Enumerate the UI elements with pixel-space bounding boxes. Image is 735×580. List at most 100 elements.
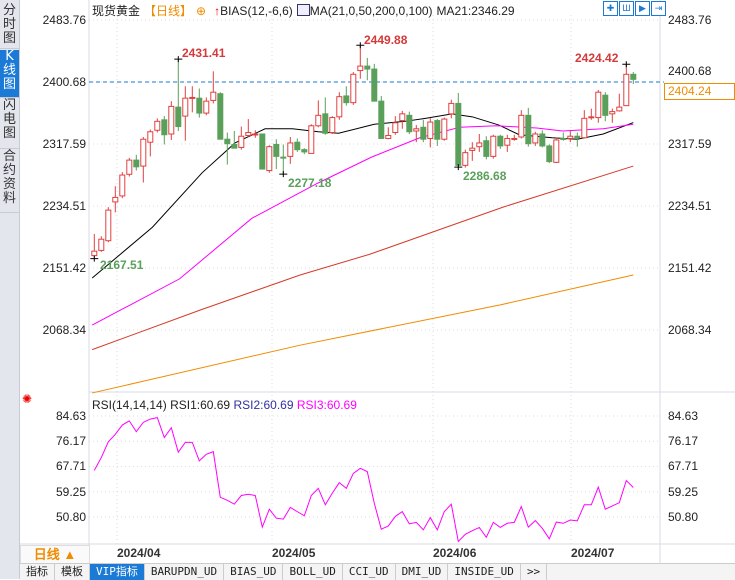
candle-body [267, 147, 272, 171]
tab-cci[interactable]: CCI_UD [343, 564, 396, 580]
rsi1-value: RSI1:60.69 [170, 398, 230, 412]
rsi-line [94, 418, 633, 542]
candle-body [281, 157, 286, 158]
left-axis-label: 2400.68 [20, 75, 86, 89]
rsi-right-axis-label: 50.80 [668, 510, 698, 524]
candle-body [274, 144, 279, 156]
candle-body [106, 210, 111, 241]
right-axis-label: 2483.76 [668, 13, 711, 27]
candle-body [253, 134, 258, 135]
candle-body [379, 101, 384, 138]
candle-body [631, 74, 636, 79]
indicator-tab-bar: 指标 模板 VIP指标 BARUPDN_UD BIAS_UD BOLL_UD C… [20, 563, 735, 580]
period-selector-button[interactable]: 日线 ▲ [20, 545, 90, 564]
rsi-left-axis-label: 67.71 [20, 459, 86, 473]
right-axis-label: 2317.59 [668, 137, 711, 151]
ma200-line [92, 166, 633, 350]
candle-body [561, 138, 566, 139]
instrument-name: 现货黄金 [92, 4, 140, 18]
candle-body [575, 136, 580, 137]
tab-inside[interactable]: INSIDE_UD [448, 564, 521, 580]
candle-body [225, 139, 230, 143]
candle-body [358, 66, 363, 70]
candle-body [218, 94, 223, 140]
right-axis-label: 2400.68 [668, 64, 711, 78]
candle-body [190, 97, 195, 98]
candle-body [603, 95, 608, 115]
rsi-right-axis-label: 84.63 [668, 409, 698, 423]
candle-body [519, 115, 524, 137]
candle-body [554, 140, 559, 162]
candle-body [323, 114, 328, 133]
tab-boll[interactable]: BOLL_UD [283, 564, 342, 580]
tab-vip-indicators[interactable]: VIP指标 [90, 564, 145, 580]
candle-body [463, 153, 468, 166]
indicator-settings-icon[interactable]: ✺ [22, 392, 32, 406]
bias-indicator-label[interactable]: BIAS(12,-6,6) [220, 4, 293, 18]
date-axis-label: 2024/06 [433, 545, 476, 561]
candle-body [183, 98, 188, 116]
tab-bias[interactable]: BIAS_UD [224, 564, 283, 580]
rsi-right-axis-label: 67.71 [668, 459, 698, 473]
candle-body [428, 122, 433, 138]
left-axis-label: 2317.59 [20, 137, 86, 151]
extreme-marker [90, 256, 98, 262]
candle-body [99, 239, 104, 250]
high-annotation: 2431.41 [182, 46, 225, 60]
candle-body [596, 92, 601, 117]
more-tabs-button[interactable]: >> [521, 564, 547, 580]
candle-body [470, 148, 475, 150]
candle-body [120, 175, 125, 196]
high-annotation: 2424.42 [575, 51, 618, 65]
right-axis-label: 2151.42 [668, 261, 711, 275]
tab-templates[interactable]: 模板 [55, 564, 90, 580]
extreme-marker [279, 171, 287, 177]
candle-body [400, 114, 405, 121]
left-axis-label: 2151.42 [20, 261, 86, 275]
candle-body [155, 121, 160, 130]
date-axis-label: 2024/04 [117, 545, 160, 561]
candle-body [169, 106, 174, 134]
rsi2-value: RSI2:60.69 [233, 398, 293, 412]
rsi3-value: RSI3:60.69 [297, 398, 357, 412]
tab-indicators[interactable]: 指标 [20, 564, 55, 580]
candle-body [372, 69, 377, 101]
goto-end-icon[interactable]: ⇥ [651, 1, 666, 16]
tab-dmi[interactable]: DMI_UD [396, 564, 449, 580]
candle-body [113, 197, 118, 201]
candle-body [491, 136, 496, 156]
candle-body [92, 251, 97, 255]
left-axis-label: 2483.76 [20, 13, 86, 27]
rsi-header: RSI(14,14,14) RSI1:60.69 RSI2:60.69 RSI3… [92, 398, 357, 412]
candle-body [582, 118, 587, 137]
zoom-range-icon[interactable]: Ш [619, 1, 634, 16]
play-icon[interactable]: ▶ [635, 1, 650, 16]
tab-barupdn[interactable]: BARUPDN_UD [145, 564, 224, 580]
candle-body [624, 74, 629, 105]
left-axis-label: 2234.51 [20, 199, 86, 213]
rsi-right-axis-label: 59.25 [668, 485, 698, 499]
ma21-line [92, 114, 633, 278]
candle-body [316, 115, 321, 125]
candle-body [477, 143, 482, 147]
candle-body [498, 136, 503, 146]
crosshair-toggle-icon[interactable]: ⊕ [196, 4, 206, 18]
rsi-right-axis-label: 76.17 [668, 434, 698, 448]
rsi-left-axis-label: 84.63 [20, 409, 86, 423]
candle-body [386, 135, 391, 138]
ma100-line [92, 275, 633, 393]
candle-body [260, 134, 265, 169]
candle-body [309, 126, 314, 154]
candle-body [127, 160, 132, 174]
candle-body [505, 138, 510, 145]
candle-body [246, 133, 251, 136]
candle-body [211, 92, 216, 100]
candle-body [435, 121, 440, 140]
ma-indicator-label[interactable]: MA(21,0,50,200,0,100) [310, 4, 433, 18]
candle-body [547, 146, 552, 162]
rsi-left-axis-label: 59.25 [20, 485, 86, 499]
candle-body [162, 120, 167, 135]
date-axis-label: 2024/05 [272, 545, 315, 561]
crosshair-icon[interactable]: ✚ [603, 1, 618, 16]
